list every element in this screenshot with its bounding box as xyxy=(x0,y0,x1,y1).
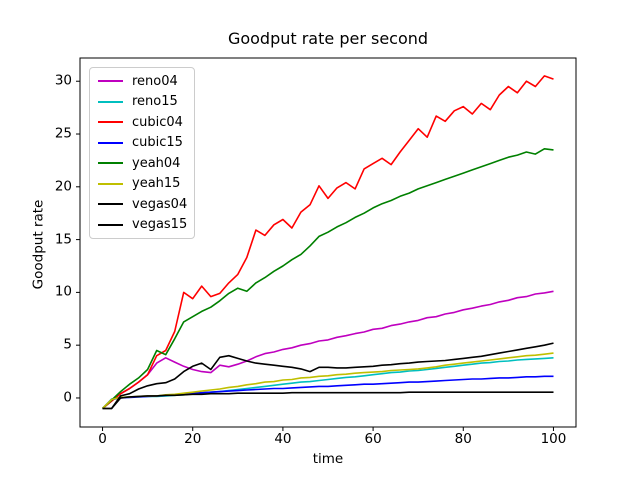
legend-item-yeah04: yeah04 xyxy=(98,153,186,173)
series-line-vegas04 xyxy=(102,342,554,410)
legend-label: vegas15 xyxy=(132,217,188,233)
x-tick-label: 80 xyxy=(454,431,472,447)
legend-item-yeah15: yeah15 xyxy=(98,174,186,194)
legend-label: yeah04 xyxy=(132,155,181,171)
legend-label: cubic15 xyxy=(132,135,183,151)
legend-line-sample-yeah04 xyxy=(98,162,123,165)
legend-label: reno04 xyxy=(132,73,178,89)
legend-line-sample-cubic04 xyxy=(98,121,123,124)
x-tick-label: 0 xyxy=(98,431,107,447)
chart-title: Goodput rate per second xyxy=(227,29,429,48)
x-tick-label: 20 xyxy=(184,431,202,447)
series-line-yeah04 xyxy=(101,148,554,410)
legend-item-cubic15: cubic15 xyxy=(98,133,186,153)
y-tick-label: 10 xyxy=(54,283,72,300)
y-tick-label: 25 xyxy=(54,125,72,142)
legend-label: vegas04 xyxy=(132,196,188,212)
y-tick-label: 20 xyxy=(54,178,72,195)
y-tick-label: 0 xyxy=(63,389,72,406)
series-line-vegas15 xyxy=(102,391,554,410)
legend-item-vegas04: vegas04 xyxy=(98,194,188,214)
legend-item-reno15: reno15 xyxy=(98,92,186,112)
legend-label: yeah15 xyxy=(132,176,181,192)
series-line-reno04 xyxy=(101,290,554,410)
legend-label: cubic04 xyxy=(132,114,183,130)
series-line-yeah15 xyxy=(101,352,554,410)
y-tick-label: 30 xyxy=(54,72,72,89)
x-tick-label: 100 xyxy=(540,431,567,447)
y-tick-label: 5 xyxy=(63,336,72,353)
x-tick-label: 60 xyxy=(364,431,382,447)
legend: reno04 reno15 cubic04 cubic15 yeah04 yeah15 ve… xyxy=(89,67,195,239)
legend-item-reno04: reno04 xyxy=(98,71,186,91)
x-tick-label: 40 xyxy=(274,431,292,447)
axes-spines xyxy=(79,57,577,428)
legend-line-sample-reno15 xyxy=(98,100,123,103)
legend-item-cubic04: cubic04 xyxy=(98,112,186,132)
legend-item-vegas15: vegas15 xyxy=(98,215,188,235)
y-tick-label: 15 xyxy=(54,231,72,248)
series-line-reno15 xyxy=(101,357,554,410)
legend-line-sample-vegas04 xyxy=(98,203,123,206)
series-line-cubic04 xyxy=(101,75,554,410)
legend-line-sample-yeah15 xyxy=(98,182,123,185)
legend-line-sample-vegas15 xyxy=(98,223,123,226)
legend-label: reno15 xyxy=(132,94,178,110)
x-axis-label: time xyxy=(312,451,344,467)
legend-line-sample-reno04 xyxy=(98,80,123,83)
legend-line-sample-cubic15 xyxy=(98,141,123,144)
